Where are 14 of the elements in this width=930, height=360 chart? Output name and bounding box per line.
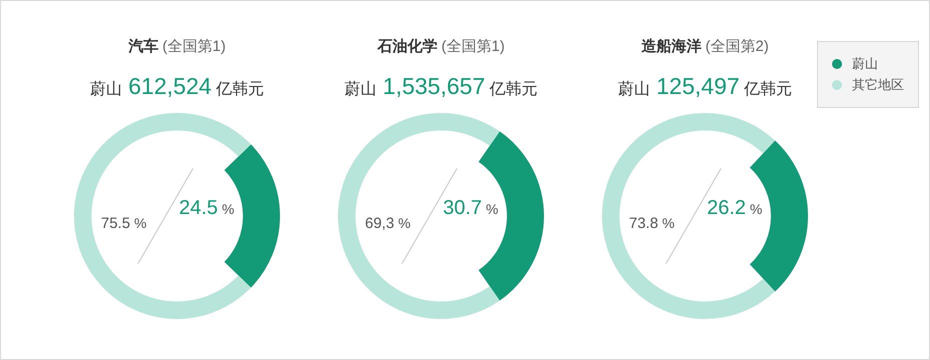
legend-label: 其它地区 [852,76,904,94]
chart-title: 造船海洋 (全国第2) [641,38,769,55]
text: 蔚山 125,497 亿韩元 [618,73,792,99]
data-label: 75.5 % [101,215,147,232]
data-label: 69,3 % [365,215,411,232]
legend-label: 蔚山 [852,55,878,73]
chart-subtitle: 蔚山 1,535,657 亿韩元 [344,73,538,99]
data-label: 24.5 % [179,197,234,219]
data-label: 26.2 % [707,197,762,219]
data-label: 73.8 % [629,215,675,232]
chart-title: 汽车 (全国第1) [128,38,226,55]
data-label: 30.7 % [443,197,498,219]
chart-title: 石油化学 (全国第1) [377,38,505,55]
chart-subtitle: 蔚山 612,524 亿韩元 [90,73,264,99]
